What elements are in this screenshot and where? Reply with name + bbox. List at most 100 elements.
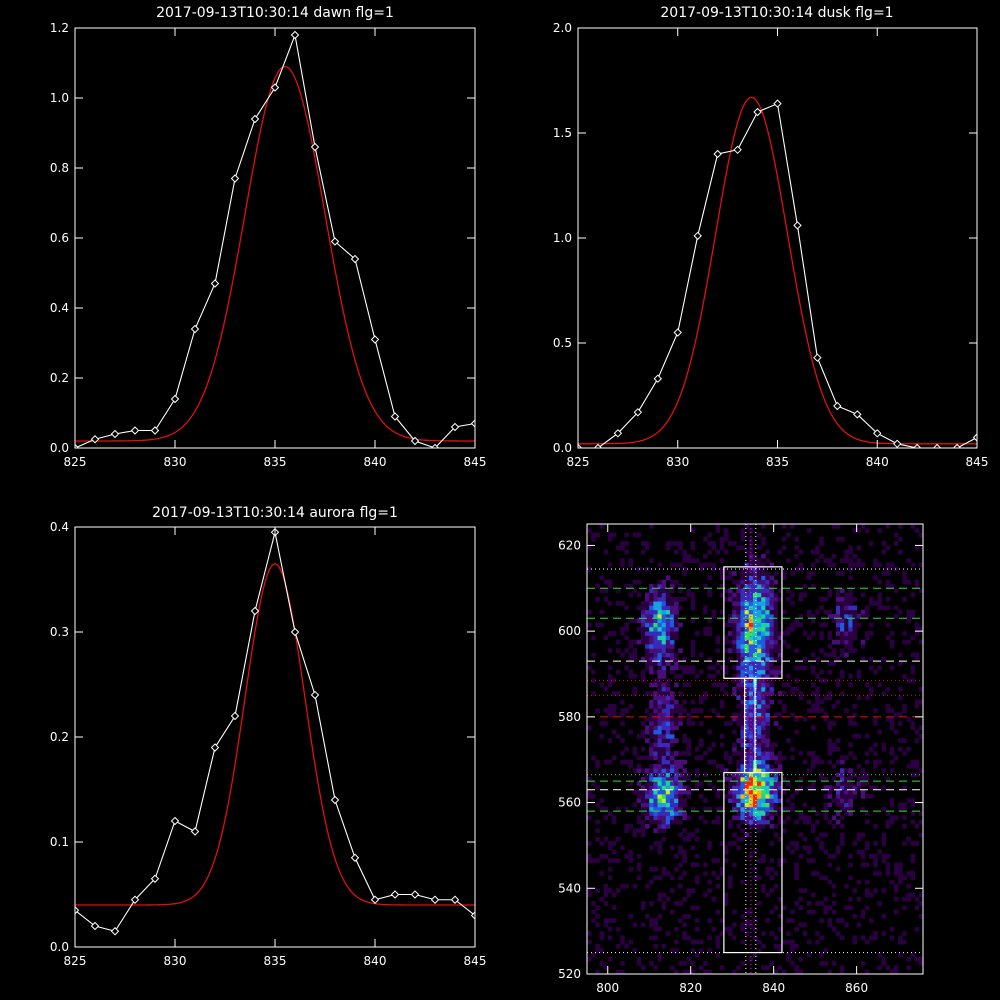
heatmap-cell xyxy=(769,909,775,915)
heatmap-cell xyxy=(732,772,737,778)
heatmap-cell xyxy=(599,609,604,615)
heatmap-cell xyxy=(910,669,916,675)
heatmap-cell xyxy=(840,626,845,632)
heatmap-cell xyxy=(748,699,754,705)
heatmap-cell xyxy=(823,802,828,808)
heatmap-cell xyxy=(898,802,903,808)
heatmap-cell xyxy=(769,841,775,846)
heatmap-cell xyxy=(740,759,746,765)
heatmap-cell xyxy=(848,798,853,803)
heatmap-cell xyxy=(856,832,862,838)
heatmap-cell xyxy=(640,806,646,812)
heatmap-cell xyxy=(885,635,891,641)
heatmap-cell xyxy=(769,631,775,636)
heatmap-cell xyxy=(761,815,766,821)
heatmap-cell xyxy=(653,965,658,971)
heatmap-cell xyxy=(678,704,683,709)
data-point xyxy=(633,408,643,417)
heatmap-cell xyxy=(636,626,642,632)
heatmap-cell xyxy=(757,901,762,906)
heatmap-cell xyxy=(640,824,646,829)
heatmap-cell xyxy=(864,905,870,911)
heatmap-cell xyxy=(773,648,779,653)
heatmap-cell xyxy=(620,545,625,551)
heatmap-cell xyxy=(649,806,654,812)
heatmap-cell xyxy=(640,626,646,632)
heatmap-cell xyxy=(669,751,675,756)
heatmap-cell xyxy=(827,759,833,765)
heatmap-cell xyxy=(860,849,866,855)
heatmap-cell xyxy=(881,836,887,842)
heatmap-cell xyxy=(649,746,654,752)
heatmap-cell xyxy=(744,918,750,923)
heatmap-cell xyxy=(898,652,903,658)
heatmap-cell xyxy=(657,746,663,752)
heatmap-cell xyxy=(823,622,828,628)
heatmap-cell xyxy=(910,524,916,529)
heatmap-cell xyxy=(595,828,600,833)
heatmap-cell xyxy=(802,819,808,825)
heatmap-cell xyxy=(732,635,737,641)
heatmap-cell xyxy=(790,571,795,576)
heatmap-cell xyxy=(769,575,775,581)
heatmap-cell xyxy=(815,691,820,696)
heatmap-cell xyxy=(740,575,746,581)
heatmap-cell xyxy=(678,785,683,791)
heatmap-cell xyxy=(636,592,642,598)
heatmap-cell xyxy=(877,759,882,765)
heatmap-cell xyxy=(624,665,629,671)
heatmap-cell xyxy=(699,669,704,675)
heatmap-cell xyxy=(715,944,721,949)
heatmap-cell xyxy=(761,798,766,803)
heatmap-cell xyxy=(744,614,750,619)
heatmap-cell xyxy=(703,961,708,966)
heatmap-cell xyxy=(757,609,762,615)
heatmap-cell xyxy=(595,888,600,893)
heatmap-cell xyxy=(649,751,654,756)
heatmap-cell xyxy=(748,631,754,636)
heatmap-cell xyxy=(723,528,729,533)
heatmap-cell xyxy=(773,592,779,598)
heatmap-cell xyxy=(736,836,741,842)
heatmap-cell xyxy=(661,819,667,825)
heatmap-cell xyxy=(906,956,911,962)
heatmap-cell xyxy=(599,622,604,628)
heatmap-cell xyxy=(678,721,683,726)
heatmap-cell xyxy=(835,931,841,936)
heatmap-cell xyxy=(744,768,750,773)
heatmap-cell xyxy=(686,785,692,791)
heatmap-cell xyxy=(715,669,721,675)
heatmap-cell xyxy=(661,601,667,606)
heatmap-cell xyxy=(752,802,758,808)
heatmap-cell xyxy=(806,571,812,576)
heatmap-cell xyxy=(669,755,675,761)
heatmap-cell xyxy=(744,661,750,666)
heatmap-cell xyxy=(699,794,704,799)
heatmap-cell xyxy=(715,939,721,945)
heatmap-cell xyxy=(748,759,754,765)
heatmap-cell xyxy=(669,815,675,821)
heatmap-cell xyxy=(761,691,766,696)
heatmap-cell xyxy=(848,682,853,688)
heatmap-cell xyxy=(893,532,899,538)
heatmap-cell xyxy=(711,541,716,546)
heatmap-cell xyxy=(657,926,663,932)
heatmap-cell xyxy=(674,789,679,795)
heatmap-cell xyxy=(765,622,770,628)
heatmap-cell xyxy=(723,768,729,773)
heatmap-cell xyxy=(669,948,675,953)
heatmap-cell xyxy=(599,721,604,726)
heatmap-cell xyxy=(678,708,683,713)
heatmap-cell xyxy=(757,656,762,662)
heatmap-cell xyxy=(661,661,667,666)
heatmap-cell xyxy=(815,609,820,615)
heatmap-cell xyxy=(777,652,783,658)
heatmap-cell xyxy=(636,862,642,868)
heatmap-cell xyxy=(649,699,654,705)
heatmap-cell xyxy=(678,764,683,769)
heatmap-cell xyxy=(632,789,638,795)
heatmap-cell xyxy=(682,656,687,662)
heatmap-cell xyxy=(682,858,687,863)
data-point xyxy=(210,279,220,288)
heatmap-cell xyxy=(781,609,787,615)
